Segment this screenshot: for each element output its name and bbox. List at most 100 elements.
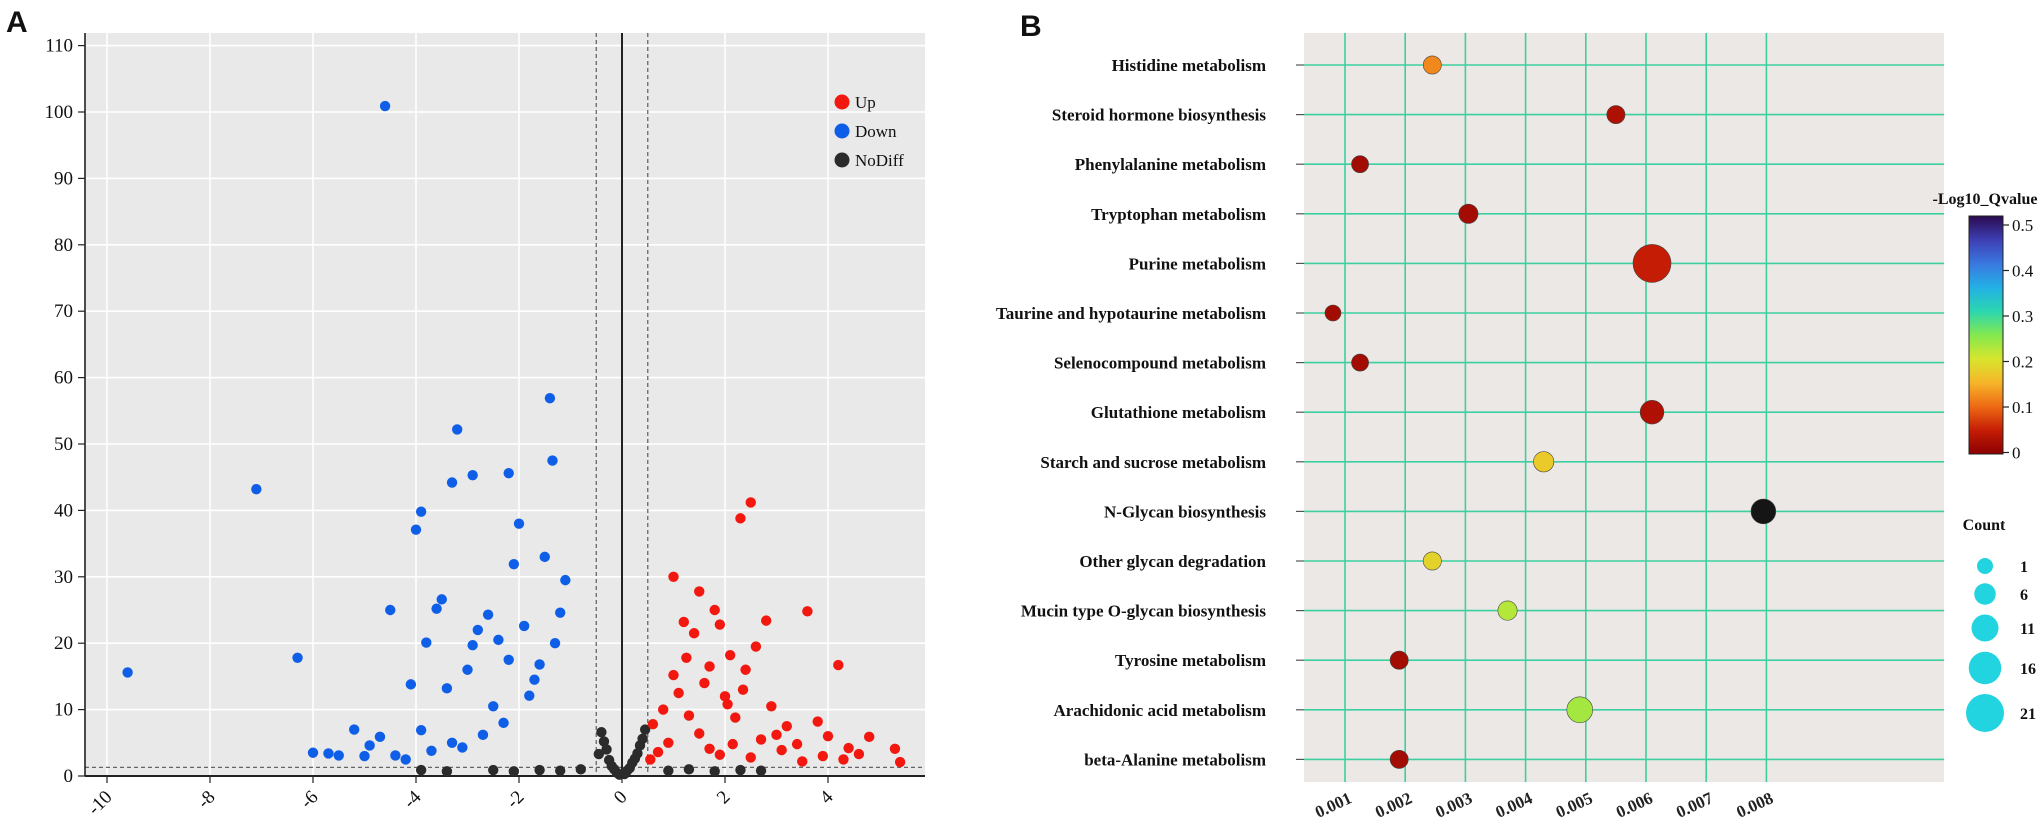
pathway-label: N-Glycan biosynthesis (1104, 502, 1266, 521)
point-up (694, 728, 705, 739)
y-tick-label: 10 (54, 700, 73, 721)
point-down (385, 604, 396, 616)
x-tick-label: 0.008 (1733, 788, 1776, 821)
point-nodiff (709, 766, 720, 777)
point-nodiff (755, 765, 767, 776)
color-scale-bar (1968, 215, 2004, 455)
point-nodiff (555, 765, 566, 776)
color-scale-label: 0.2 (2012, 353, 2033, 372)
point-up (709, 604, 720, 616)
bubble-point (1632, 244, 1672, 283)
bubble-point (1389, 750, 1409, 769)
point-down (498, 717, 509, 729)
point-nodiff (596, 726, 607, 738)
point-up (704, 743, 715, 754)
legend-label-nodiff: NoDiff (855, 151, 904, 170)
bubble-point (1639, 400, 1665, 425)
point-up (719, 691, 731, 702)
point-up (658, 704, 669, 715)
point-down (307, 747, 319, 758)
size-legend-label: 6 (2020, 587, 2028, 604)
size-legend-marker (1977, 558, 1993, 574)
point-up (802, 606, 813, 617)
point-down (359, 750, 370, 762)
y-tick-label: 40 (54, 500, 73, 521)
point-nodiff (683, 764, 695, 775)
panel-b-label: B (1020, 10, 1042, 43)
x-tick-label: 0.006 (1613, 788, 1656, 821)
bubble-x-ticks: 0.001 0.002 0.003 0.004 0.005 0.006 0.007 0.008 (1312, 788, 1776, 822)
size-legend-label: 21 (2020, 706, 2036, 723)
point-up (714, 749, 726, 760)
point-nodiff (534, 764, 545, 776)
x-tick-label: 2 (713, 787, 735, 809)
size-legend-marker (1968, 651, 2002, 685)
point-up (647, 719, 659, 730)
point-up (864, 731, 875, 743)
size-legend-marker (1974, 583, 1996, 605)
point-down (555, 607, 566, 618)
color-scale-label: 0.5 (2012, 216, 2033, 235)
x-tick-label: 0.002 (1372, 788, 1415, 821)
x-tick-label: 0.004 (1493, 788, 1536, 822)
point-up (740, 664, 751, 675)
x-tick-label: 0.001 (1312, 788, 1355, 821)
point-down (405, 679, 417, 690)
point-down (477, 729, 489, 741)
bubble-point (1351, 353, 1369, 372)
point-down (472, 624, 483, 636)
point-down (503, 468, 514, 479)
point-down (390, 750, 401, 761)
point-down (436, 594, 447, 605)
pathway-label: Tyrosine metabolism (1115, 651, 1266, 670)
size-legend-marker (1966, 694, 2004, 732)
point-nodiff (637, 733, 648, 745)
pathway-label: beta-Alanine metabolism (1084, 750, 1266, 769)
point-down (467, 470, 478, 481)
legend-marker-down (834, 123, 850, 139)
point-up (812, 716, 823, 727)
point-down (441, 683, 453, 694)
point-down (560, 574, 571, 586)
point-up (817, 750, 829, 762)
point-down (415, 724, 427, 736)
y-tick-label: 110 (45, 36, 73, 57)
point-up (750, 641, 762, 652)
point-down (534, 659, 545, 670)
legend-marker-up (834, 94, 850, 110)
bubble-point (1458, 203, 1479, 224)
pathway-label: Purine metabolism (1129, 254, 1266, 273)
y-tick-label: 20 (54, 633, 73, 654)
point-up (678, 616, 689, 628)
pathway-label: Arachidonic acid metabolism (1054, 701, 1267, 720)
point-up (833, 659, 844, 671)
color-legend: -Log10_Qvalue 0.5 0.4 0.3 0.2 0.1 0 (1933, 191, 2038, 463)
point-up (704, 661, 715, 672)
point-down (374, 731, 386, 743)
point-down (508, 558, 520, 570)
point-down (415, 506, 427, 517)
point-nodiff (508, 766, 520, 777)
pathway-label: Phenylalanine metabolism (1075, 155, 1266, 174)
panel-a-label: A (6, 6, 28, 39)
legend-label-up: Up (855, 93, 876, 112)
x-tick-label: -10 (84, 787, 117, 820)
point-up (668, 571, 679, 582)
point-down (549, 638, 561, 649)
y-tick-label: 60 (54, 368, 73, 389)
pathway-bubble-plot: Histidine metabolism Steroid hormone bios… (996, 33, 2037, 822)
point-up (853, 748, 865, 760)
pathway-label: Mucin type O-glycan biosynthesis (1021, 602, 1266, 621)
point-up (761, 615, 772, 626)
x-tick-label: 0 (610, 787, 632, 809)
point-nodiff (575, 764, 586, 775)
point-down (518, 620, 530, 632)
point-up (797, 756, 808, 767)
size-legend-marker (1971, 614, 1999, 642)
point-up (681, 652, 692, 664)
point-down (292, 652, 303, 664)
point-up (889, 743, 901, 754)
point-down (544, 392, 556, 404)
x-tick-label: -8 (193, 787, 219, 813)
